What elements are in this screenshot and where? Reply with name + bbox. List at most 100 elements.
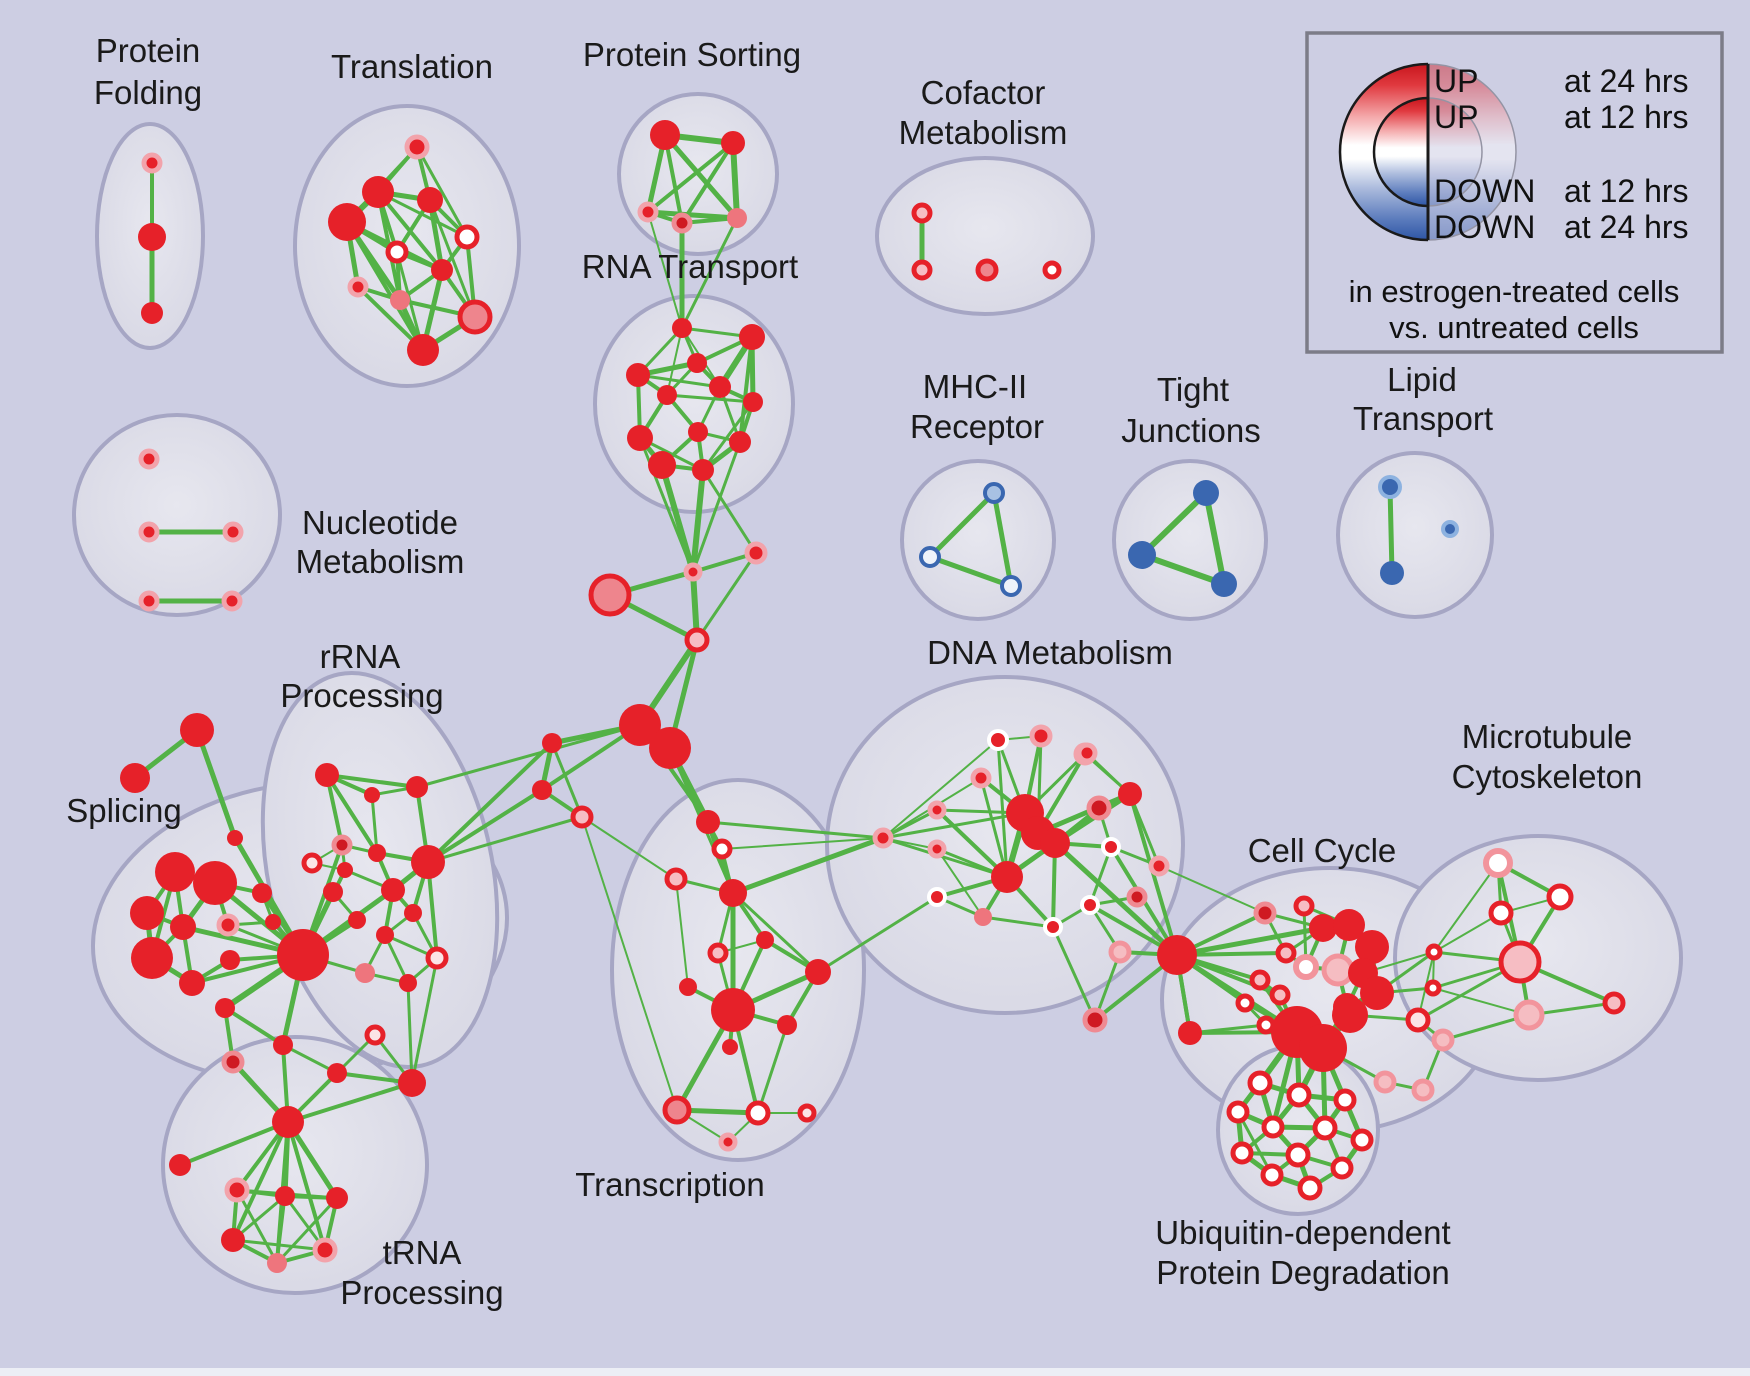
network-node-mt6: [1424, 979, 1442, 997]
cluster-label-cofactor-metabolism: Metabolism: [899, 114, 1068, 151]
network-node-w20: [364, 1024, 386, 1046]
network-node-c4: [1042, 260, 1062, 280]
network-edge: [881, 836, 1009, 879]
cluster-nucleotide-metabolism: [72, 413, 282, 617]
network-node-x15: [718, 1132, 738, 1152]
network-node-x2: [711, 838, 733, 860]
network-node-k4: [1333, 909, 1365, 941]
network-edge: [1433, 862, 1499, 953]
network-edge: [1174, 925, 1326, 958]
network-node-v4: [170, 914, 196, 940]
network-edge: [935, 808, 1009, 879]
network-edge: [410, 956, 439, 1085]
network-node-u8: [1230, 1141, 1254, 1165]
network-node-v7: [131, 937, 173, 979]
network-node-k21: [1373, 1070, 1397, 1094]
network-node-n1: [138, 448, 160, 470]
network-node-w8: [411, 845, 445, 879]
network-edge: [1203, 490, 1227, 587]
cluster-label-protein-folding: Folding: [94, 74, 202, 111]
cluster-label-tight-junctions: Tight: [1157, 371, 1229, 408]
network-node-q4: [275, 1186, 295, 1206]
network-node-m3: [1000, 575, 1022, 597]
network-node-x13: [745, 1100, 771, 1126]
network-node-n3: [222, 521, 244, 543]
network-node-r6: [657, 385, 677, 405]
network-node-x3: [664, 867, 688, 891]
network-node-d1: [987, 729, 1009, 751]
network-edge: [370, 793, 379, 855]
network-node-pf1: [141, 152, 163, 174]
network-node-q6: [221, 1228, 245, 1252]
network-edge: [286, 1081, 414, 1124]
network-node-h3: [588, 573, 632, 617]
cluster-label-splicing: Splicing: [66, 792, 182, 829]
cluster-mhc-ii-receptor: [900, 459, 1056, 621]
network-node-r11: [648, 451, 676, 479]
network-node-g3: [227, 830, 243, 846]
network-node-x10: [777, 1015, 797, 1035]
network-edge: [979, 776, 1009, 879]
cluster-label-lipid-transport: Lipid: [1387, 361, 1457, 398]
cluster-label-microtubule-cytoskeleton: Cytoskeleton: [1452, 758, 1643, 795]
network-node-h2: [744, 541, 768, 565]
cluster-label-transcription: Transcription: [575, 1166, 765, 1203]
cluster-labels: Protein Folding Translation Protein Sorting…: [66, 32, 1642, 1311]
cluster-label-rrna-processing: rRNA: [320, 638, 401, 675]
network-edge: [659, 462, 696, 575]
legend-row-time: at 12 hrs: [1564, 99, 1689, 135]
network-node-q5: [326, 1187, 348, 1209]
network-edge: [1052, 840, 1180, 958]
network-node-w4: [331, 834, 353, 856]
network-node-g1: [180, 713, 214, 747]
network-node-t9: [390, 290, 410, 310]
network-node-k18: [1332, 997, 1368, 1033]
network-edge: [936, 848, 984, 918]
network-edge: [662, 132, 740, 221]
network-edge: [275, 1196, 339, 1265]
network-edge: [1432, 987, 1530, 1016]
cluster-label-trna-processing: Processing: [340, 1274, 503, 1311]
cluster-label-ubiquitin-degradation: Protein Degradation: [1156, 1254, 1450, 1291]
network-edge: [1139, 552, 1227, 587]
network-node-t4: [328, 203, 366, 241]
network-node-d20: [1126, 886, 1148, 908]
network-edge: [415, 145, 469, 239]
network-node-m2: [919, 546, 941, 568]
network-node-n5: [221, 590, 243, 612]
network-node-v12: [323, 882, 343, 902]
network-node-k6: [1275, 942, 1297, 964]
cluster-cofactor-metabolism: [875, 156, 1095, 316]
network-node-d5: [927, 800, 947, 820]
network-nodes: [120, 120, 1626, 1273]
cluster-label-cofactor-metabolism: Cofactor: [921, 74, 1046, 111]
network-node-m1: [983, 482, 1005, 504]
network-node-x7: [679, 978, 697, 996]
up-down-gradient-glyph-icon: [1338, 62, 1517, 242]
network-node-l3: [1441, 520, 1459, 538]
network-edge: [731, 891, 820, 974]
network-node-w16: [215, 998, 235, 1018]
network-node-u11: [1260, 1163, 1284, 1187]
network-edge: [194, 727, 238, 841]
network-node-u5: [1261, 1115, 1285, 1139]
network-edge: [647, 211, 683, 329]
network-node-hub2: [649, 727, 691, 769]
network-node-w3: [406, 776, 428, 798]
network-node-d10: [991, 861, 1023, 893]
network-edge: [325, 773, 419, 789]
network-node-x6: [707, 942, 729, 964]
network-edge: [426, 741, 554, 864]
network-node-k13: [1360, 976, 1394, 1010]
network-node-k3: [1309, 914, 1337, 942]
network-edge: [701, 468, 758, 555]
network-node-w5: [301, 852, 323, 874]
network-node-k5: [1355, 930, 1389, 964]
network-edge: [281, 1043, 339, 1075]
network-node-pf2: [138, 223, 166, 251]
network-node-d2: [1029, 724, 1053, 748]
network-node-q1: [272, 1106, 304, 1138]
network-node-o4: [671, 212, 693, 234]
